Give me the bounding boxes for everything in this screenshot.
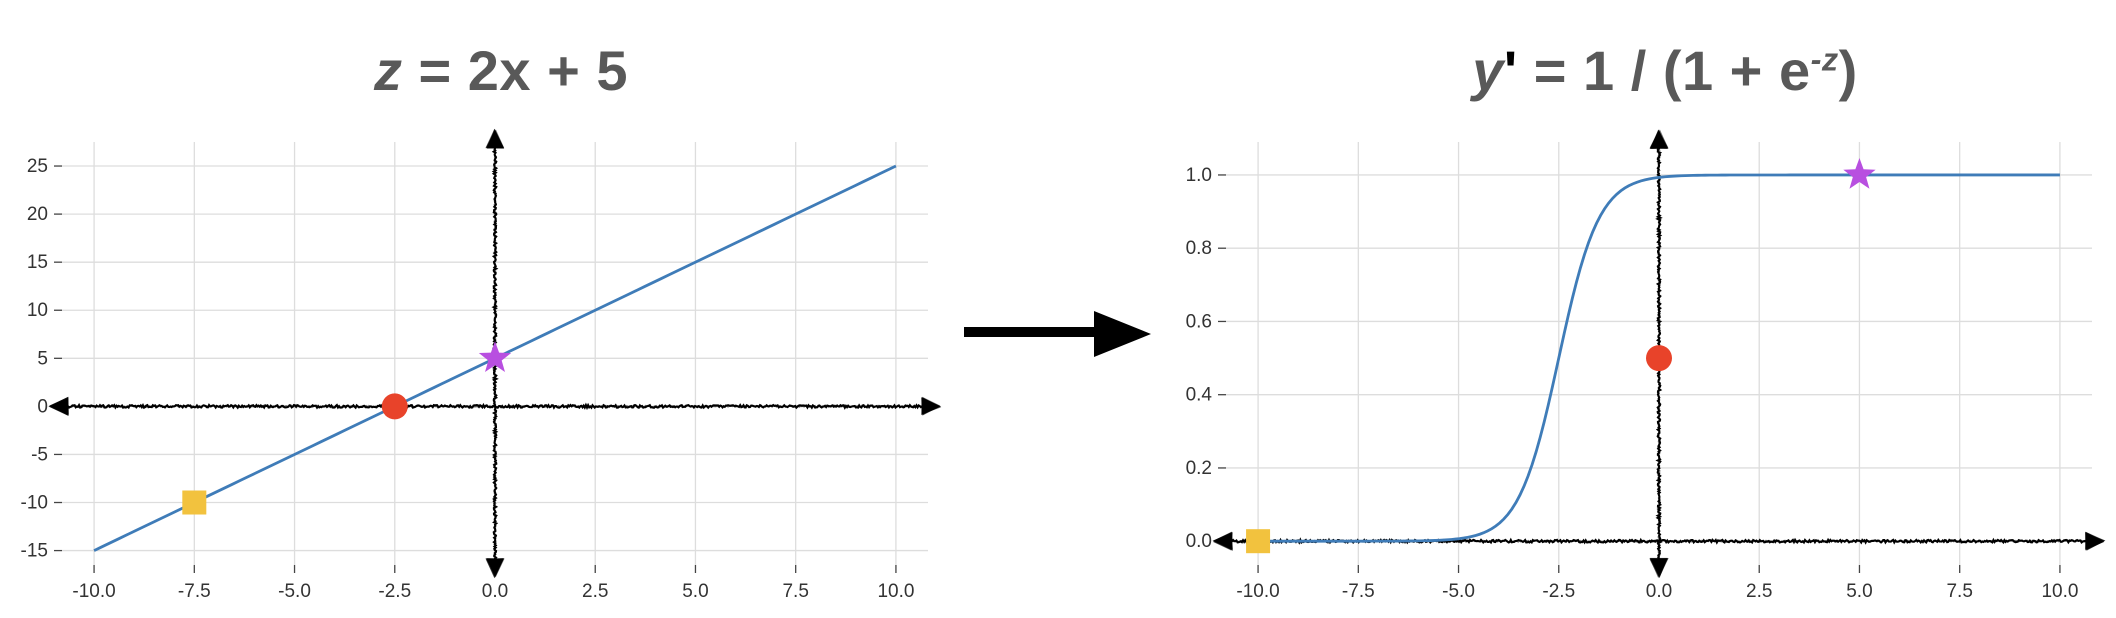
svg-text:2.5: 2.5 <box>1746 581 1772 602</box>
svg-text:5.0: 5.0 <box>682 581 708 602</box>
svg-text:-10: -10 <box>21 493 48 514</box>
svg-text:-2.5: -2.5 <box>1542 581 1575 602</box>
svg-text:-5.0: -5.0 <box>1442 581 1475 602</box>
svg-text:-5: -5 <box>31 444 48 465</box>
svg-text:7.5: 7.5 <box>1946 581 1972 602</box>
svg-text:0.0: 0.0 <box>482 581 508 602</box>
svg-text:25: 25 <box>27 156 48 177</box>
svg-text:20: 20 <box>27 204 48 225</box>
svg-text:-10.0: -10.0 <box>72 581 115 602</box>
svg-text:-2.5: -2.5 <box>378 581 411 602</box>
svg-text:5: 5 <box>37 348 48 369</box>
svg-text:2.5: 2.5 <box>582 581 608 602</box>
svg-text:-5.0: -5.0 <box>278 581 311 602</box>
svg-text:-7.5: -7.5 <box>1342 581 1375 602</box>
svg-text:0.2: 0.2 <box>1186 458 1212 479</box>
svg-text:0.4: 0.4 <box>1186 385 1213 406</box>
svg-text:1.0: 1.0 <box>1186 165 1212 186</box>
svg-text:-10.0: -10.0 <box>1236 581 1279 602</box>
svg-text:0.0: 0.0 <box>1186 531 1212 552</box>
svg-text:10: 10 <box>27 300 48 321</box>
svg-text:0.8: 0.8 <box>1186 238 1212 259</box>
svg-text:-15: -15 <box>21 541 48 562</box>
svg-text:10.0: 10.0 <box>2041 581 2078 602</box>
svg-text:10.0: 10.0 <box>877 581 914 602</box>
svg-text:15: 15 <box>27 252 48 273</box>
svg-text:5.0: 5.0 <box>1846 581 1872 602</box>
svg-text:7.5: 7.5 <box>782 581 808 602</box>
svg-text:0.0: 0.0 <box>1646 581 1672 602</box>
svg-text:0: 0 <box>37 396 48 417</box>
svg-text:-7.5: -7.5 <box>178 581 211 602</box>
svg-text:0.6: 0.6 <box>1186 311 1212 332</box>
